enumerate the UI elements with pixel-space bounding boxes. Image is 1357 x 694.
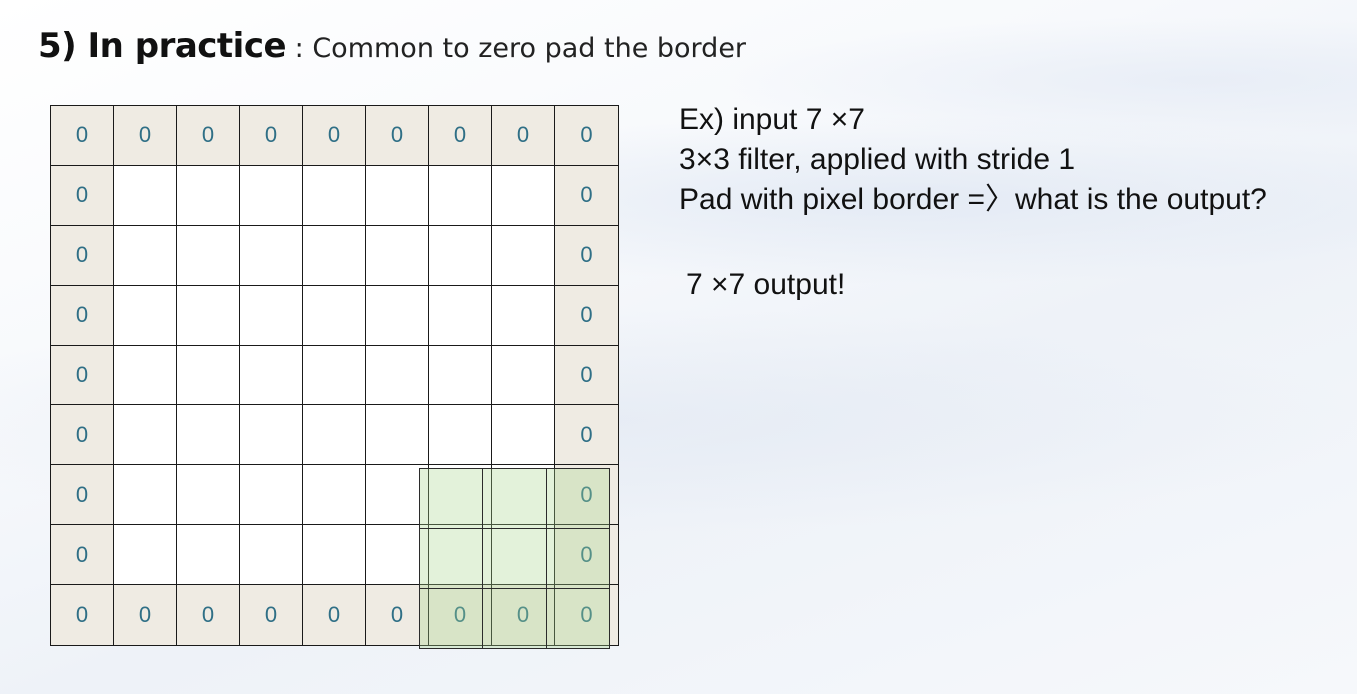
example-text: Ex) input 7 ×7 3×3 filter, applied with … bbox=[679, 100, 1267, 220]
padding-cell: 0 bbox=[555, 525, 618, 586]
input-cell bbox=[114, 525, 177, 586]
padding-cell: 0 bbox=[51, 225, 114, 286]
input-cell bbox=[492, 285, 555, 346]
input-cell bbox=[240, 465, 303, 526]
input-cell bbox=[303, 165, 366, 226]
input-cell bbox=[177, 525, 240, 586]
input-cell bbox=[366, 225, 429, 286]
input-cell bbox=[492, 525, 555, 586]
padding-cell: 0 bbox=[240, 585, 303, 645]
input-cell bbox=[114, 165, 177, 226]
example-answer: 7 ×7 output! bbox=[686, 268, 846, 301]
padding-cell: 0 bbox=[555, 585, 618, 645]
padding-cell: 0 bbox=[429, 106, 492, 166]
padding-cell: 0 bbox=[555, 405, 618, 466]
input-cell bbox=[492, 405, 555, 466]
input-cell bbox=[114, 285, 177, 346]
title-heading: 5) In practice bbox=[38, 26, 287, 66]
padding-cell: 0 bbox=[492, 585, 555, 645]
input-cell bbox=[429, 285, 492, 346]
padding-cell: 0 bbox=[555, 165, 618, 226]
example-line-filter: 3×3 filter, applied with stride 1 bbox=[679, 143, 1076, 176]
padding-cell: 0 bbox=[51, 285, 114, 346]
input-cell bbox=[114, 225, 177, 286]
padding-cell: 0 bbox=[555, 225, 618, 286]
padding-cell: 0 bbox=[114, 585, 177, 645]
input-cell bbox=[366, 165, 429, 226]
input-cell bbox=[492, 345, 555, 406]
example-line-input: Ex) input 7 ×7 bbox=[679, 103, 865, 136]
padding-cell: 0 bbox=[240, 106, 303, 166]
input-cell bbox=[429, 525, 492, 586]
padding-cell: 0 bbox=[51, 165, 114, 226]
input-cell bbox=[177, 345, 240, 406]
input-cell bbox=[429, 345, 492, 406]
input-cell bbox=[240, 345, 303, 406]
input-cell bbox=[366, 525, 429, 586]
padding-cell: 0 bbox=[429, 585, 492, 645]
padding-cell: 0 bbox=[51, 525, 114, 586]
padding-cell: 0 bbox=[177, 585, 240, 645]
padding-cell: 0 bbox=[303, 106, 366, 166]
padding-cell: 0 bbox=[555, 465, 618, 526]
input-cell bbox=[177, 405, 240, 466]
padding-cell: 0 bbox=[555, 285, 618, 346]
slide-title: 5) In practice : Common to zero pad the … bbox=[38, 24, 746, 74]
input-cell bbox=[303, 465, 366, 526]
padding-cell: 0 bbox=[51, 345, 114, 406]
padding-cell: 0 bbox=[51, 106, 114, 166]
input-cell bbox=[303, 405, 366, 466]
input-cell bbox=[240, 165, 303, 226]
input-cell bbox=[429, 405, 492, 466]
input-cell bbox=[114, 345, 177, 406]
input-cell bbox=[114, 405, 177, 466]
example-line-question: Pad with pixel border =〉what is the outp… bbox=[679, 183, 1267, 216]
input-cell bbox=[303, 225, 366, 286]
input-cell bbox=[366, 345, 429, 406]
padding-cell: 0 bbox=[366, 585, 429, 645]
input-cell bbox=[177, 165, 240, 226]
padding-cell: 0 bbox=[177, 106, 240, 166]
input-cell bbox=[429, 165, 492, 226]
input-cell bbox=[492, 225, 555, 286]
padding-cell: 0 bbox=[51, 585, 114, 645]
input-cell bbox=[492, 465, 555, 526]
input-cell bbox=[303, 525, 366, 586]
padding-cell: 0 bbox=[51, 405, 114, 466]
padding-cell: 0 bbox=[555, 106, 618, 166]
input-cell bbox=[177, 225, 240, 286]
title-description: : Common to zero pad the border bbox=[286, 33, 747, 64]
padding-cell: 0 bbox=[114, 106, 177, 166]
input-cell bbox=[492, 165, 555, 226]
input-cell bbox=[366, 465, 429, 526]
padding-cell: 0 bbox=[366, 106, 429, 166]
input-cell bbox=[240, 285, 303, 346]
input-cell bbox=[303, 345, 366, 406]
input-cell bbox=[429, 225, 492, 286]
input-cell bbox=[240, 225, 303, 286]
input-cell bbox=[366, 285, 429, 346]
padding-cell: 0 bbox=[51, 465, 114, 526]
input-cell bbox=[366, 405, 429, 466]
padding-cell: 0 bbox=[303, 585, 366, 645]
input-cell bbox=[177, 465, 240, 526]
input-cell bbox=[240, 525, 303, 586]
input-cell bbox=[114, 465, 177, 526]
input-cell bbox=[177, 285, 240, 346]
padding-cell: 0 bbox=[555, 345, 618, 406]
input-cell bbox=[303, 285, 366, 346]
input-cell bbox=[429, 465, 492, 526]
input-cell bbox=[240, 405, 303, 466]
padding-cell: 0 bbox=[492, 106, 555, 166]
